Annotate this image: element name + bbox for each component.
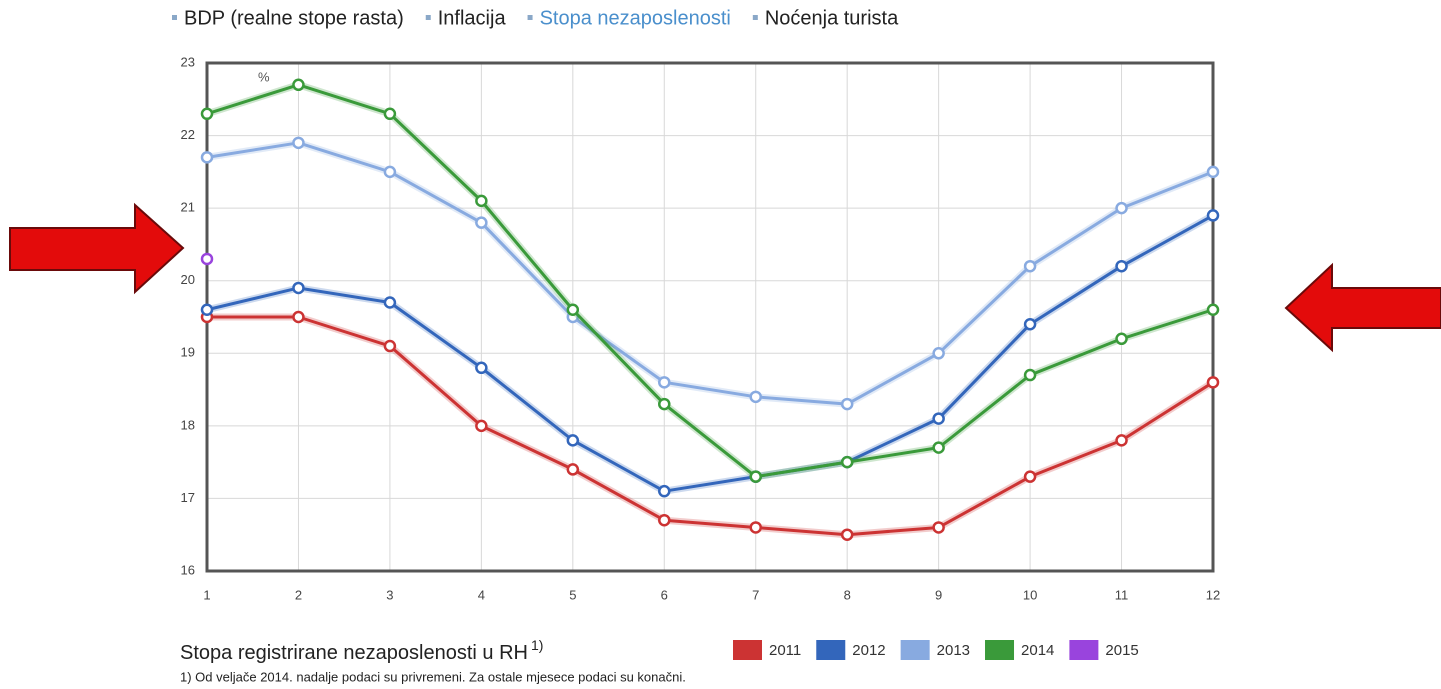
legend: 2011 2012 2013 2014 2015 — [733, 640, 1139, 660]
point — [1115, 434, 1128, 447]
point — [1206, 209, 1220, 222]
legend-swatch — [900, 640, 930, 660]
x-tick-label: 1 — [203, 587, 210, 602]
tab-bullet — [527, 15, 533, 20]
y-unit: % — [258, 69, 270, 84]
footnote: 1) Od veljače 2014. nadalje podaci su pr… — [180, 669, 686, 684]
point — [383, 339, 397, 353]
legend-swatch — [985, 640, 1015, 660]
point — [566, 303, 580, 316]
point — [658, 397, 671, 411]
point — [932, 521, 945, 534]
tab[interactable]: Stopa nezaposlenosti — [540, 7, 731, 29]
x-tick-label: 3 — [386, 587, 393, 602]
point — [292, 78, 305, 92]
point — [658, 513, 671, 527]
title-note: 1) — [531, 637, 543, 653]
arrow-right — [9, 202, 185, 295]
point — [840, 455, 854, 469]
point — [1206, 303, 1220, 316]
point — [475, 361, 488, 375]
point — [1115, 201, 1128, 215]
line — [206, 83, 1214, 479]
point — [1023, 318, 1037, 331]
chart-title: Stopa registrirane nezaposlenosti u RH 1) — [180, 637, 543, 665]
point — [1206, 376, 1220, 389]
x-tick-label: 4 — [478, 587, 485, 602]
legend-swatch — [816, 640, 846, 660]
point — [840, 397, 854, 411]
point — [200, 252, 214, 266]
point — [292, 310, 305, 324]
point — [749, 390, 762, 404]
tab[interactable]: BDP (realne stope rasta) — [184, 7, 404, 29]
point — [1206, 165, 1220, 179]
y-tick-label: 22 — [181, 127, 195, 142]
legend-swatch — [733, 640, 762, 660]
point — [292, 136, 305, 150]
point — [200, 151, 214, 164]
tab[interactable]: Noćenja turista — [765, 7, 899, 29]
point — [1115, 259, 1128, 273]
point — [658, 376, 671, 389]
point — [475, 194, 488, 208]
legend-label: 2011 — [769, 642, 801, 659]
tab-bullet — [425, 15, 431, 20]
point — [658, 484, 671, 498]
point — [749, 521, 762, 534]
y-tick-label: 18 — [181, 417, 195, 432]
x-tick-label: 2 — [295, 587, 302, 602]
y-tick-label: 17 — [181, 490, 195, 505]
point — [475, 216, 488, 229]
x-tick-label: 8 — [844, 587, 851, 602]
x-tick-label: 7 — [752, 587, 759, 602]
x-tick-label: 5 — [569, 587, 576, 602]
arrow-left — [1284, 262, 1441, 353]
line — [206, 214, 1214, 493]
x-tick-label: 12 — [1206, 587, 1220, 602]
y-tick-label: 16 — [181, 562, 195, 577]
point — [383, 107, 397, 121]
point — [1023, 259, 1037, 273]
point — [200, 107, 214, 121]
x-tick-label: 9 — [935, 587, 942, 602]
point — [566, 463, 580, 476]
series — [200, 78, 1220, 541]
point — [566, 434, 580, 447]
tab-bullet — [172, 15, 177, 20]
point — [475, 419, 488, 433]
line — [207, 315, 1214, 537]
point — [200, 303, 214, 316]
y-tick-label: 21 — [181, 200, 195, 215]
point — [383, 296, 397, 309]
x-tick-label: 11 — [1115, 587, 1129, 602]
point — [932, 412, 945, 425]
legend-label: 2013 — [937, 642, 970, 659]
line — [206, 141, 1214, 406]
legend-swatch — [1069, 640, 1099, 660]
point — [840, 528, 854, 541]
point — [1023, 470, 1037, 483]
point — [1023, 368, 1037, 382]
tabs: BDP (realne stope rasta) Inflacija Stopa n… — [172, 7, 899, 29]
point — [1115, 332, 1128, 346]
point — [749, 470, 762, 483]
legend-label: 2015 — [1105, 642, 1138, 659]
title-text: Stopa registrirane nezaposlenosti u RH — [180, 642, 528, 664]
y-tick-label: 23 — [181, 54, 195, 69]
point — [292, 281, 305, 295]
legend-label: 2012 — [852, 642, 885, 659]
tab[interactable]: Inflacija — [438, 7, 507, 29]
y-tick-label: 20 — [181, 272, 195, 287]
legend-label: 2014 — [1021, 642, 1054, 659]
point — [383, 165, 397, 179]
point — [932, 441, 945, 454]
x-tick-label: 6 — [661, 587, 668, 602]
tab-bullet — [752, 15, 758, 20]
point — [932, 347, 945, 360]
y-tick-label: 19 — [181, 345, 195, 360]
x-tick-label: 10 — [1023, 587, 1037, 602]
